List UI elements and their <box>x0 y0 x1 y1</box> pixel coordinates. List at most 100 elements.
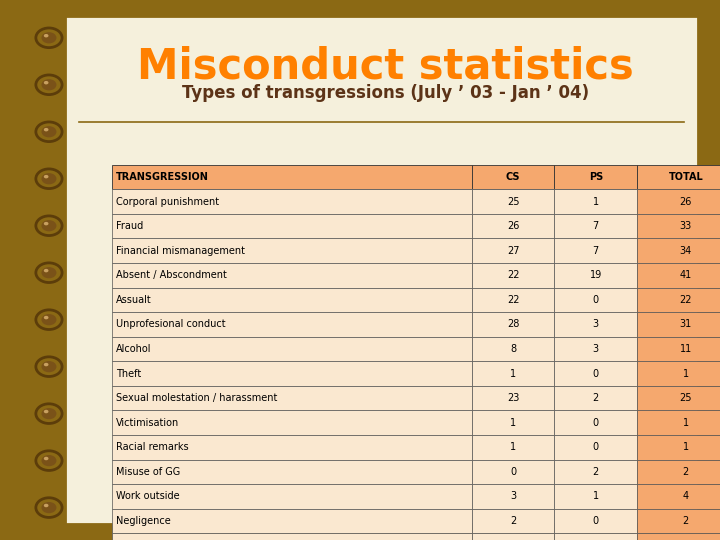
Text: 1: 1 <box>510 442 516 453</box>
Bar <box>112 534 472 540</box>
Bar <box>112 361 472 386</box>
Bar <box>112 337 472 361</box>
Bar <box>554 190 637 214</box>
Text: Corporal punishment: Corporal punishment <box>116 197 219 207</box>
Bar <box>472 312 554 337</box>
Bar <box>472 190 554 214</box>
Circle shape <box>42 220 56 231</box>
Text: 31: 31 <box>680 319 692 329</box>
Circle shape <box>42 79 56 90</box>
Bar <box>554 460 637 484</box>
Bar <box>472 287 554 312</box>
Text: CS: CS <box>505 172 521 182</box>
Bar <box>554 165 637 190</box>
Bar <box>637 190 720 214</box>
Bar <box>637 263 720 287</box>
Text: 26: 26 <box>507 221 519 231</box>
Bar <box>472 410 554 435</box>
Bar <box>472 435 554 460</box>
Text: 3: 3 <box>510 491 516 502</box>
Text: 23: 23 <box>507 393 519 403</box>
Text: 0: 0 <box>593 368 599 379</box>
Bar <box>554 534 637 540</box>
Text: 2: 2 <box>510 516 516 526</box>
Bar <box>472 484 554 509</box>
Circle shape <box>44 316 48 319</box>
Text: 1: 1 <box>683 417 689 428</box>
Text: TOTAL: TOTAL <box>668 172 703 182</box>
Text: PS: PS <box>589 172 603 182</box>
Bar <box>112 239 472 263</box>
Circle shape <box>42 32 56 43</box>
Text: 11: 11 <box>680 344 692 354</box>
Bar <box>637 337 720 361</box>
Bar <box>472 263 554 287</box>
Text: Racial remarks: Racial remarks <box>116 442 189 453</box>
Bar <box>637 165 720 190</box>
Text: TRANSGRESSION: TRANSGRESSION <box>116 172 209 182</box>
Text: Financial mismanagement: Financial mismanagement <box>116 246 245 256</box>
Text: Fraud: Fraud <box>116 221 143 231</box>
Text: 26: 26 <box>680 197 692 207</box>
Bar <box>472 386 554 410</box>
Bar <box>637 312 720 337</box>
Bar <box>112 190 472 214</box>
Bar <box>112 165 472 190</box>
Bar <box>637 386 720 410</box>
Text: 2: 2 <box>593 467 599 477</box>
Circle shape <box>44 363 48 366</box>
Text: 41: 41 <box>680 270 692 280</box>
Circle shape <box>44 222 48 225</box>
Text: Absent / Abscondment: Absent / Abscondment <box>116 270 227 280</box>
Text: 2: 2 <box>683 516 689 526</box>
Text: Assualt: Assualt <box>116 295 152 305</box>
Circle shape <box>42 173 56 184</box>
Text: 3: 3 <box>593 319 599 329</box>
Text: 22: 22 <box>507 295 519 305</box>
Text: 4: 4 <box>683 491 689 502</box>
Bar <box>472 337 554 361</box>
Bar <box>472 239 554 263</box>
Bar <box>637 460 720 484</box>
Text: 0: 0 <box>593 516 599 526</box>
Bar <box>472 509 554 534</box>
Circle shape <box>44 128 48 131</box>
Text: Alcohol: Alcohol <box>116 344 151 354</box>
Bar <box>637 214 720 239</box>
Text: 0: 0 <box>593 442 599 453</box>
Circle shape <box>42 314 56 325</box>
Circle shape <box>44 410 48 413</box>
Bar <box>65 16 698 524</box>
Bar <box>112 435 472 460</box>
Text: 28: 28 <box>507 319 519 329</box>
Bar <box>472 460 554 484</box>
Bar <box>554 337 637 361</box>
Text: Negligence: Negligence <box>116 516 171 526</box>
Circle shape <box>44 175 48 178</box>
Circle shape <box>42 126 56 137</box>
Text: 2: 2 <box>593 393 599 403</box>
Text: 1: 1 <box>593 197 599 207</box>
Text: 1: 1 <box>683 442 689 453</box>
Circle shape <box>44 269 48 272</box>
Text: 34: 34 <box>680 246 692 256</box>
Bar <box>554 263 637 287</box>
Circle shape <box>44 457 48 460</box>
Bar <box>637 239 720 263</box>
Text: 25: 25 <box>680 393 692 403</box>
Bar <box>637 534 720 540</box>
Circle shape <box>42 361 56 372</box>
Bar <box>554 484 637 509</box>
Bar <box>112 410 472 435</box>
Bar <box>554 509 637 534</box>
Bar <box>112 386 472 410</box>
Bar <box>472 165 554 190</box>
Text: 1: 1 <box>593 491 599 502</box>
Circle shape <box>44 81 48 84</box>
Text: 0: 0 <box>593 417 599 428</box>
Bar <box>112 263 472 287</box>
Text: 7: 7 <box>593 221 599 231</box>
Text: 25: 25 <box>507 197 519 207</box>
Bar <box>472 214 554 239</box>
Text: 2: 2 <box>683 467 689 477</box>
